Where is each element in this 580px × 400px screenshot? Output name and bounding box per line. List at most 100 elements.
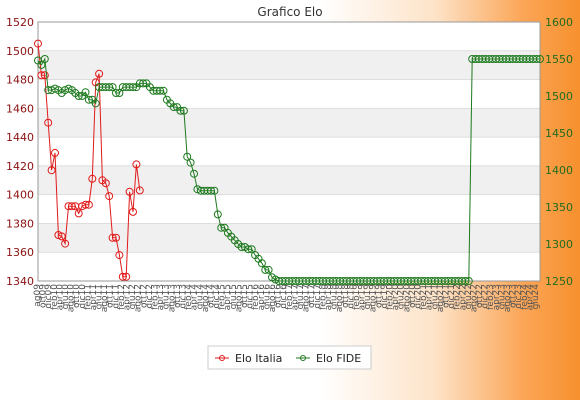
grid-band: [38, 108, 540, 138]
x-tick-label: ago21: [436, 284, 446, 312]
x-tick-label: giu21: [430, 284, 440, 309]
left-tick-label: 1340: [6, 275, 34, 288]
elo-fide-point: [464, 277, 473, 285]
elo-italia-point: [67, 202, 76, 211]
x-tick-label: apr20: [391, 284, 401, 311]
chart-title: Grafico Elo: [257, 5, 322, 19]
x-tick-label: feb13: [151, 284, 161, 310]
elo-italia-point: [84, 200, 93, 209]
x-tick-label: ago13: [167, 284, 177, 312]
x-tick-label: dic19: [380, 284, 390, 309]
x-tick-label: ott17: [307, 284, 317, 308]
x-tick-label: apr19: [358, 284, 368, 311]
x-tick-label: apr17: [290, 284, 300, 310]
elo-fide-point: [169, 103, 178, 112]
x-tick-label: ott21: [441, 284, 451, 308]
x-tick-label: apr11: [89, 284, 99, 310]
right-tick-label: 1400: [545, 164, 573, 177]
elo-fide-point: [81, 88, 90, 97]
x-tick-label: ott14: [206, 284, 216, 308]
right-tick-label: 1350: [545, 201, 573, 214]
x-tick-label: ago18: [335, 284, 345, 312]
elo-italia-point: [51, 148, 59, 157]
elo-italia-point: [115, 251, 124, 260]
x-tick-label: ott09: [39, 284, 49, 308]
x-tick-label: feb21: [419, 284, 429, 310]
elo-italia-point: [74, 209, 83, 218]
x-tick-label: ago22: [469, 284, 479, 312]
x-tick-label: dic18: [346, 284, 356, 309]
elo-fide-point: [190, 169, 198, 178]
x-tick-label: giu19: [363, 284, 373, 310]
elo-fide-point: [207, 186, 215, 195]
right-tick-label: 1450: [545, 127, 573, 140]
x-tick-label: dic21: [447, 284, 457, 309]
elo-fide-point: [461, 277, 470, 285]
x-tick-label: dic17: [313, 284, 323, 309]
x-tick-label: feb10: [50, 284, 60, 310]
x-tick-label: feb11: [83, 284, 93, 310]
x-tick-label: giu13: [162, 284, 172, 309]
x-tick-label: feb14: [184, 284, 194, 310]
left-tick-label: 1520: [6, 16, 34, 29]
x-tick-label: dic15: [246, 284, 256, 309]
x-tick-label: dic22: [481, 284, 491, 309]
elo-fide-point: [264, 265, 273, 274]
left-tick-label: 1420: [6, 160, 34, 173]
x-tick-label: ago11: [100, 284, 110, 312]
x-tick-label: dic16: [279, 284, 289, 309]
x-tick-label: dic09: [44, 284, 54, 309]
x-tick-label: ott12: [139, 284, 149, 308]
elo-fide-point: [129, 83, 137, 92]
left-tick-label: 1360: [6, 246, 34, 259]
elo-fide-point: [179, 106, 188, 115]
x-tick-label: ag09: [33, 284, 43, 307]
elo-fide-point: [247, 245, 256, 254]
elo-fide-point: [108, 83, 117, 92]
grid-band: [38, 165, 540, 195]
x-tick-label: dic13: [178, 284, 188, 309]
right-tick-label: 1550: [545, 53, 573, 66]
x-tick-label: apr23: [492, 284, 502, 310]
elo-italia-point: [135, 186, 144, 195]
right-tick-label: 1500: [545, 90, 573, 103]
elo-fide-point: [210, 186, 219, 195]
elo-fide-point: [217, 223, 226, 232]
elo-fide-point: [156, 86, 165, 95]
x-tick-label: giu22: [464, 284, 474, 309]
x-tick-label: ott13: [173, 284, 183, 308]
elo-fide-point: [84, 95, 93, 104]
grid-band: [38, 223, 540, 253]
elo-italia-point: [44, 118, 53, 127]
x-tick-label: feb18: [318, 284, 328, 310]
elo-italia-point: [129, 207, 137, 216]
elo-italia-point: [95, 69, 104, 78]
elo-italia-point: [37, 71, 46, 80]
x-tick-label: apr24: [525, 284, 535, 311]
left-tick-label: 1400: [6, 189, 34, 202]
elo-italia-point: [105, 192, 114, 201]
x-tick-label: apr18: [324, 284, 334, 311]
x-tick-label: ott10: [72, 284, 82, 308]
x-tick-label: feb20: [386, 284, 396, 310]
x-tick-label: dic14: [212, 284, 222, 309]
x-tick-label: ott20: [408, 284, 418, 308]
x-tick-label: feb22: [453, 284, 463, 310]
grid-band: [38, 50, 540, 80]
elo-fide-point: [115, 89, 124, 97]
right-tick-label: 1300: [545, 238, 573, 251]
x-tick-label: dic23: [514, 284, 524, 309]
elo-italia-point: [34, 39, 42, 48]
x-tick-label: ott11: [106, 284, 116, 308]
x-tick-label: apr22: [458, 284, 468, 310]
x-tick-label: feb17: [285, 284, 295, 310]
x-tick-label: giu24: [531, 284, 541, 310]
x-tick-label: dic10: [78, 284, 88, 309]
elo-fide-point: [159, 86, 168, 95]
x-tick-label: dic20: [413, 284, 423, 309]
x-tick-label: ott16: [274, 284, 284, 308]
x-tick-label: ago20: [402, 284, 412, 312]
x-tick-label: ago10: [67, 284, 77, 312]
